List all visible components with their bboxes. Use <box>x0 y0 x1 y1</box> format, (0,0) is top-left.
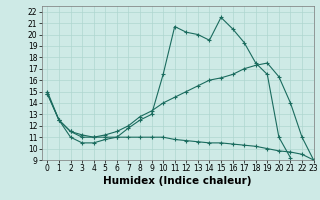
X-axis label: Humidex (Indice chaleur): Humidex (Indice chaleur) <box>103 176 252 186</box>
